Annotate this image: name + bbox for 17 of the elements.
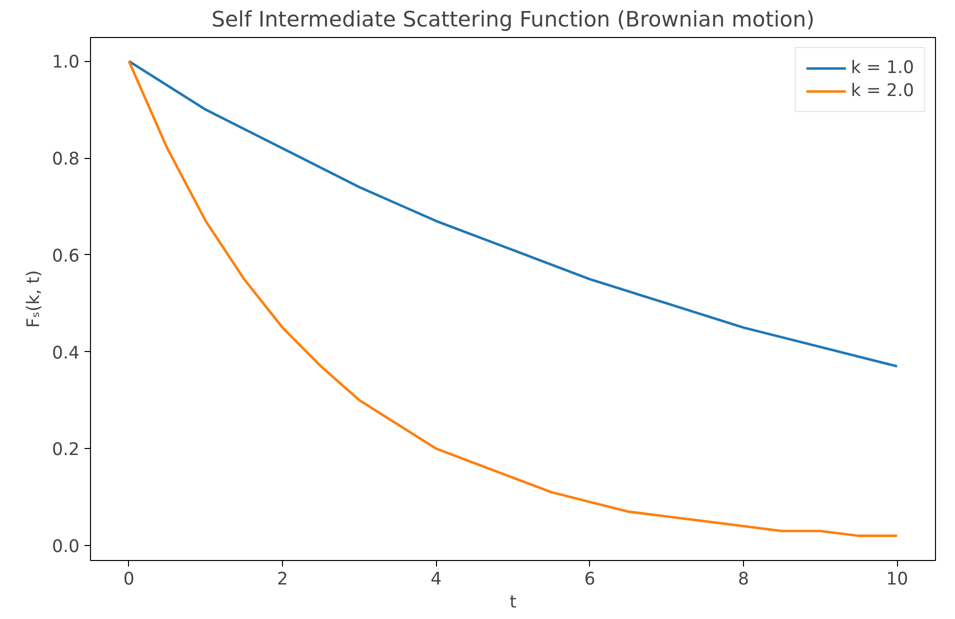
- legend-label: k = 2.0: [850, 81, 914, 101]
- y-tick-label: 0.2: [52, 440, 80, 460]
- x-tick-label: 10: [886, 570, 908, 590]
- y-tick-label: 0.0: [52, 536, 80, 557]
- y-axis-title: Fₛ(k, t): [24, 270, 44, 328]
- y-tick-label: 0.4: [52, 343, 80, 364]
- legend-label: k = 1.0: [850, 58, 914, 78]
- y-tick-label: 0.8: [52, 150, 80, 170]
- x-axis-title: t: [510, 592, 517, 612]
- chart-title: Self Intermediate Scattering Function (Brownian motion): [211, 8, 815, 32]
- x-tick-label: 4: [430, 570, 442, 590]
- y-tick-label: 0.6: [52, 246, 80, 266]
- x-tick-label: 8: [738, 570, 749, 590]
- x-tick-label: 2: [277, 570, 288, 590]
- x-tick-label: 0: [123, 570, 134, 590]
- x-tick-label: 6: [584, 570, 596, 590]
- y-tick-label: 1.0: [52, 52, 80, 73]
